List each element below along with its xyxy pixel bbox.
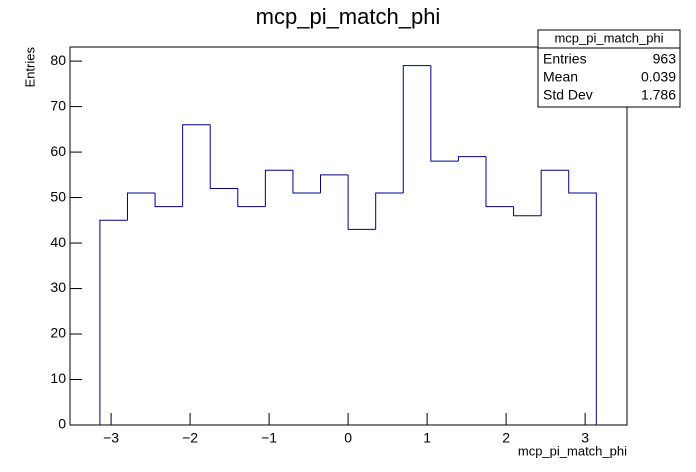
stats-label: Std Dev — [543, 87, 593, 103]
stats-box: mcp_pi_match_phi — [537, 29, 681, 108]
histogram-bin — [485, 156, 514, 208]
y-tick-label: 50 — [50, 188, 66, 204]
stats-frame — [537, 29, 681, 108]
histogram-bin — [540, 169, 569, 216]
stats-value: 1.786 — [641, 87, 676, 103]
y-tick-label: 0 — [58, 416, 66, 432]
x-tick-label: −1 — [261, 430, 277, 446]
stats-label: Entries — [543, 51, 587, 67]
histogram-bin — [126, 192, 156, 221]
y-tick-label: 20 — [50, 325, 66, 341]
y-tick-label: 80 — [50, 52, 66, 68]
x-tick-label: 2 — [502, 430, 510, 446]
y-tick-label: 10 — [50, 370, 66, 386]
x-tick-label: −3 — [103, 430, 119, 446]
y-tick-label: 60 — [50, 143, 66, 159]
histogram-bin — [292, 170, 321, 194]
y-tick-label: 30 — [50, 279, 66, 295]
histogram-bin — [182, 124, 211, 207]
histogram-bin — [154, 193, 183, 208]
histogram-bin — [375, 192, 404, 230]
x-tick-label: 1 — [423, 430, 431, 446]
histogram-bin — [264, 169, 293, 207]
histogram-bin — [99, 219, 128, 425]
x-tick-label: 3 — [581, 430, 589, 446]
stats-value: 0.039 — [641, 69, 676, 85]
histogram-bin — [237, 188, 266, 208]
histogram-bin — [209, 124, 238, 189]
histogram-bin — [402, 65, 431, 194]
x-axis-label: mcp_pi_match_phi — [518, 443, 627, 458]
chart-title: mcp_pi_match_phi — [256, 4, 441, 29]
y-tick-label: 70 — [50, 97, 66, 113]
x-tick-label: 0 — [344, 430, 352, 446]
y-tick-label: 40 — [50, 234, 66, 250]
stats-label: Mean — [543, 69, 578, 85]
histogram-bin — [320, 174, 349, 194]
histogram-bin — [513, 206, 542, 217]
y-axis-label: Entries — [22, 47, 37, 88]
stats-title: mcp_pi_match_phi — [554, 30, 663, 45]
histogram-bin — [457, 156, 486, 162]
histogram-bin — [568, 170, 597, 425]
stats-value: 963 — [653, 51, 677, 67]
histogram-bin — [430, 65, 459, 162]
x-tick-label: −2 — [182, 430, 198, 446]
histogram-bin — [347, 174, 376, 230]
